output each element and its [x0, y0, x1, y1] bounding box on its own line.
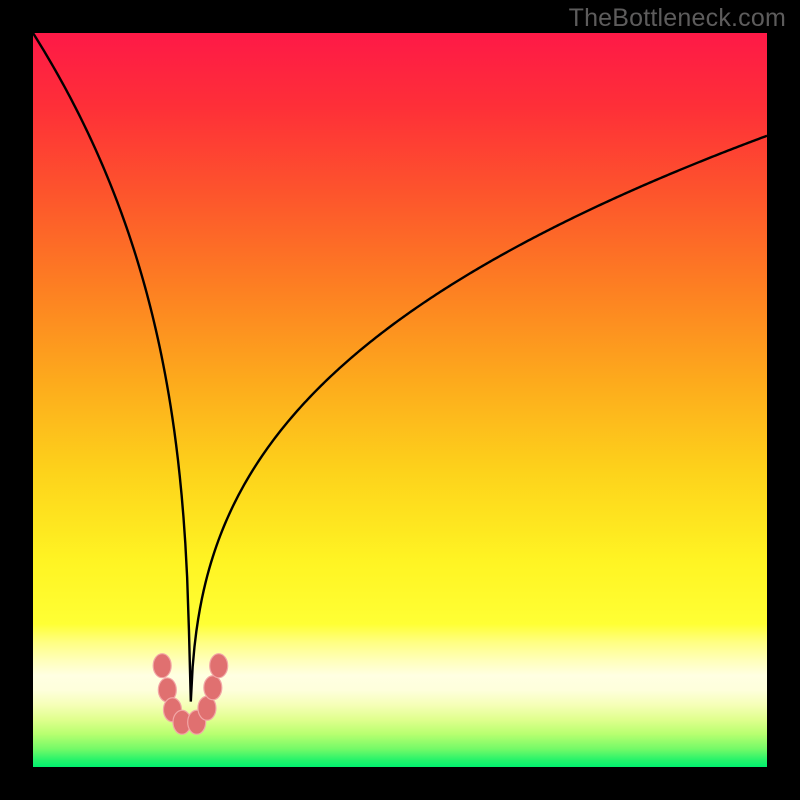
- chart-gradient-bg: [33, 33, 767, 767]
- valley-dot: [204, 676, 222, 700]
- chart-stage: TheBottleneck.com: [0, 0, 800, 800]
- bottleneck-v-curve-chart: [0, 0, 800, 800]
- valley-dot: [210, 654, 228, 678]
- valley-dot: [153, 654, 171, 678]
- watermark-text: TheBottleneck.com: [569, 4, 786, 33]
